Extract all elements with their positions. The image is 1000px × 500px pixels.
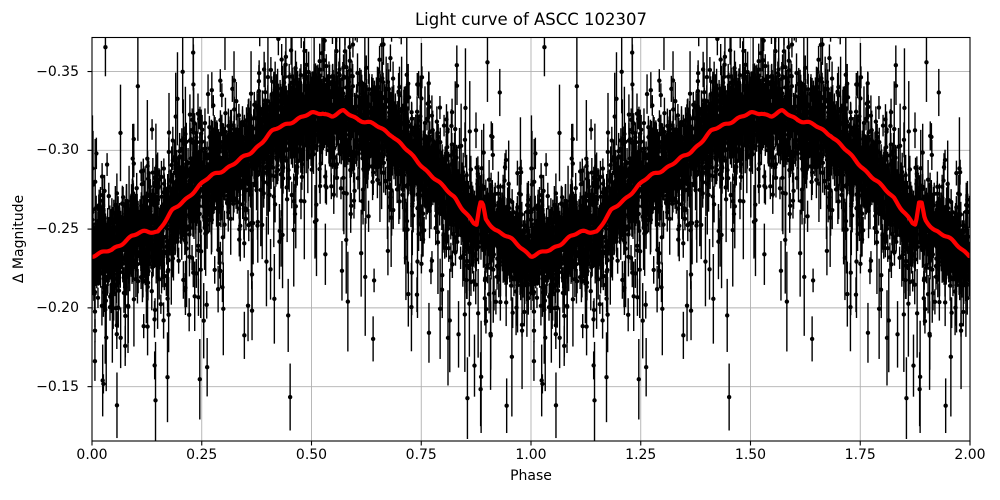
x-tick-label: 0.25 bbox=[186, 447, 218, 463]
y-tick-label: −0.30 bbox=[36, 142, 79, 159]
x-tick-label: 1.75 bbox=[844, 447, 876, 463]
y-axis-label: Δ Magnitude bbox=[11, 194, 27, 284]
x-tick-label: 0.75 bbox=[405, 447, 437, 463]
x-tick-label: 1.25 bbox=[625, 447, 657, 463]
x-tick-label: 2.00 bbox=[954, 447, 986, 463]
y-tick-label: −0.35 bbox=[36, 63, 79, 80]
x-tick-label: 1.00 bbox=[515, 447, 547, 463]
x-tick-label: 0.50 bbox=[295, 447, 328, 463]
x-tick-label: 0.00 bbox=[76, 447, 108, 463]
x-axis-label: Phase bbox=[510, 468, 552, 484]
plot-title: Light curve of ASCC 102307 bbox=[414, 10, 648, 29]
y-tick-label: −0.25 bbox=[36, 221, 79, 238]
y-tick-label: −0.15 bbox=[36, 378, 79, 395]
x-tick-label: 1.50 bbox=[734, 447, 767, 463]
y-tick-label: −0.20 bbox=[36, 299, 79, 316]
